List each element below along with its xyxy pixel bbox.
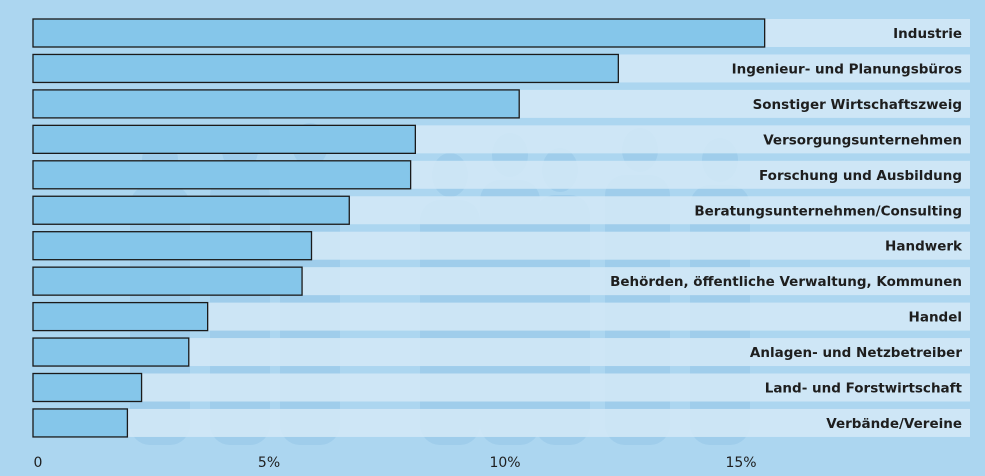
x-tick-label: 15% bbox=[725, 455, 756, 471]
bar bbox=[33, 90, 519, 118]
category-label: Versorgungsunternehmen bbox=[763, 132, 962, 148]
x-tick-label: 0 bbox=[34, 455, 43, 471]
category-label: Land- und Forstwirtschaft bbox=[765, 381, 963, 397]
category-label: Handel bbox=[909, 310, 962, 326]
bar bbox=[33, 338, 189, 366]
category-label: Behörden, öffentliche Verwaltung, Kommun… bbox=[610, 274, 962, 290]
bar bbox=[33, 54, 618, 82]
chart: Industrie Ingenieur- und Planungsbüros Son… bbox=[0, 0, 985, 476]
bar bbox=[33, 303, 208, 331]
x-tick-label: 5% bbox=[258, 455, 280, 471]
category-label: Forschung und Ausbildung bbox=[759, 168, 962, 184]
category-label: Beratungsunternehmen/Consulting bbox=[694, 203, 962, 219]
bar bbox=[33, 374, 142, 402]
category-label: Ingenieur- und Planungsbüros bbox=[732, 61, 962, 77]
x-tick-label: 10% bbox=[489, 455, 520, 471]
bar bbox=[33, 196, 349, 224]
bar bbox=[33, 267, 302, 295]
category-label: Handwerk bbox=[885, 239, 963, 255]
bar bbox=[33, 409, 127, 437]
category-label: Industrie bbox=[893, 26, 962, 42]
bar bbox=[33, 125, 415, 153]
page: Industrie Ingenieur- und Planungsbüros Son… bbox=[0, 0, 985, 476]
category-label: Sonstiger Wirtschaftszweig bbox=[753, 97, 962, 113]
bar bbox=[33, 161, 411, 189]
bar bbox=[33, 232, 312, 260]
category-label: Verbände/Vereine bbox=[826, 416, 962, 432]
bar bbox=[33, 19, 765, 47]
category-label: Anlagen- und Netzbetreiber bbox=[750, 345, 962, 361]
